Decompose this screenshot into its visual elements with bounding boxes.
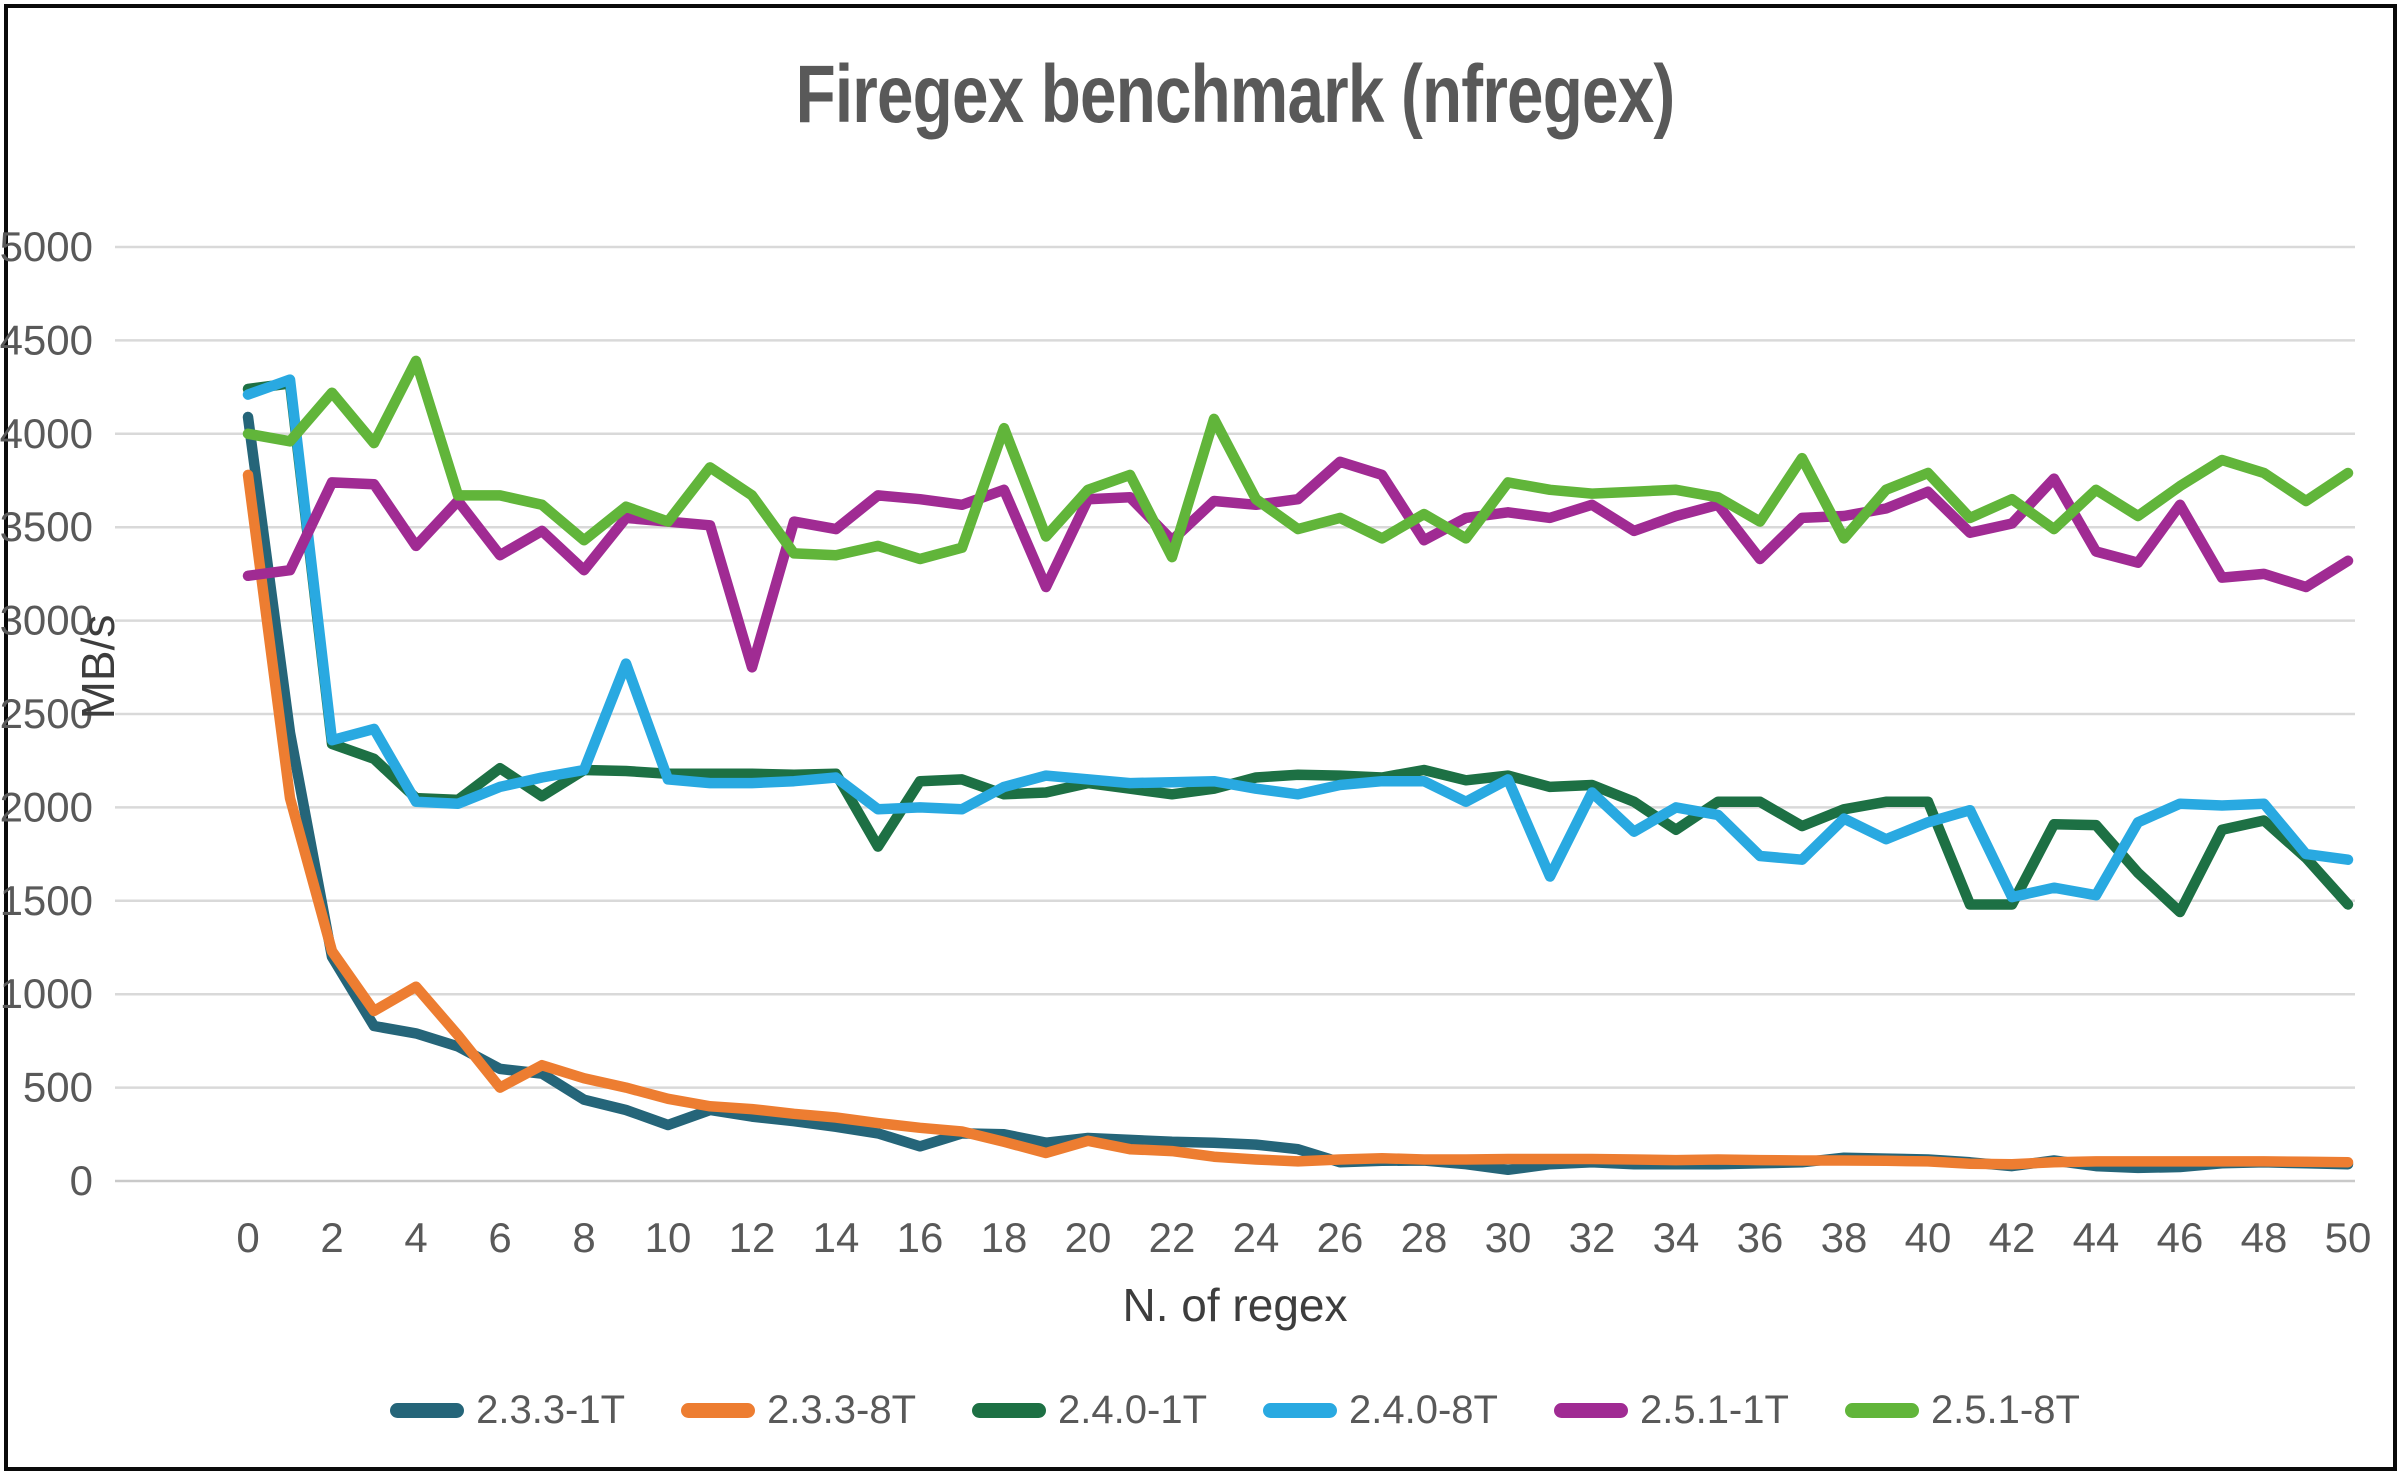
x-tick-label-32: 32 — [1569, 1214, 1616, 1261]
x-tick-label-46: 46 — [2157, 1214, 2204, 1261]
x-tick-label-34: 34 — [1653, 1214, 1700, 1261]
x-tick-label-10: 10 — [645, 1214, 692, 1261]
legend-item-2.3.3-8T: 2.3.3-8T — [681, 1388, 916, 1433]
legend-swatch-2.5.1-1T — [1553, 1403, 1628, 1418]
x-tick-label-48: 48 — [2241, 1214, 2288, 1261]
series-line-2.4.0-1T — [242, 378, 2354, 918]
y-tick-label-2500: 2500 — [0, 690, 93, 737]
y-tick-label-3500: 3500 — [0, 503, 93, 550]
x-tick-label-18: 18 — [981, 1214, 1028, 1261]
x-tick-label-4: 4 — [404, 1214, 427, 1261]
legend-label-2.5.1-1T: 2.5.1-1T — [1639, 1388, 1789, 1432]
chart-legend: 2.3.3-1T 2.3.3-8T 2.4.0-1T 2.4.0-8T 2.5.1-1T… — [115, 1388, 2355, 1433]
x-axis-title: N. of regex — [1122, 1279, 1348, 1331]
y-axis-title: MB/s — [72, 614, 124, 720]
x-tick-label-6: 6 — [488, 1214, 511, 1261]
x-tick-label-36: 36 — [1737, 1214, 1784, 1261]
x-tick-label-8: 8 — [572, 1214, 595, 1261]
series-line-2.3.3-8T — [242, 469, 2354, 1170]
chart-border — [4, 4, 2397, 1471]
legend-swatch-2.4.0-8T — [1263, 1403, 1337, 1418]
legend-label-2.4.0-8T: 2.4.0-8T — [1349, 1388, 1498, 1432]
series-line-2.5.1-1T — [242, 456, 2354, 673]
legend-label-2.3.3-8T: 2.3.3-8T — [767, 1388, 917, 1432]
legend-item-2.5.1-8T: 2.5.1-8T — [1844, 1388, 2080, 1433]
y-tick-label-4000: 4000 — [0, 410, 93, 457]
legend-swatch-2.4.0-1T — [972, 1403, 1047, 1418]
y-axis-tick-labels: 0 500 1000 1500 2000 2500 3000 3500 4000 4500 5000 — [0, 223, 93, 1204]
x-tick-label-28: 28 — [1401, 1214, 1448, 1261]
x-tick-label-22: 22 — [1149, 1214, 1196, 1261]
legend-item-2.4.0-8T: 2.4.0-8T — [1263, 1388, 1498, 1433]
legend-label-2.4.0-1T: 2.4.0-1T — [1058, 1388, 1207, 1432]
x-tick-label-14: 14 — [813, 1214, 860, 1261]
x-tick-label-20: 20 — [1065, 1214, 1112, 1261]
legend-item-2.5.1-1T: 2.5.1-1T — [1553, 1388, 1789, 1433]
x-tick-label-42: 42 — [1989, 1214, 2036, 1261]
x-tick-label-16: 16 — [897, 1214, 944, 1261]
x-tick-label-30: 30 — [1485, 1214, 1532, 1261]
y-tick-label-5000: 5000 — [0, 223, 93, 270]
x-axis-tick-labels: 0 2 4 6 8 10 12 14 16 18 20 22 24 26 28 30 32 34 36 38 40 42 4… — [236, 1214, 2371, 1261]
legend-item-2.4.0-1T: 2.4.0-1T — [972, 1388, 1207, 1433]
legend-label-2.5.1-8T: 2.5.1-8T — [1930, 1388, 2080, 1432]
y-tick-label-4500: 4500 — [0, 316, 93, 363]
legend-swatch-2.5.1-8T — [1844, 1403, 1919, 1418]
legend-swatch-2.3.3-8T — [681, 1403, 756, 1418]
chart-title: Firegex benchmark (nfregex) — [795, 49, 1676, 140]
legend-label-2.3.3-1T: 2.3.3-1T — [476, 1388, 626, 1432]
legend-swatch-2.3.3-1T — [390, 1403, 465, 1418]
series-line-2.4.0-8T — [242, 374, 2354, 903]
x-tick-label-38: 38 — [1821, 1214, 1868, 1261]
y-tick-label-0: 0 — [70, 1157, 93, 1204]
x-tick-label-2: 2 — [320, 1214, 343, 1261]
x-tick-label-50: 50 — [2325, 1214, 2372, 1261]
y-tick-label-1500: 1500 — [0, 877, 93, 924]
y-tick-label-2000: 2000 — [0, 783, 93, 830]
y-tick-label-500: 500 — [23, 1064, 93, 1111]
y-tick-label-3000: 3000 — [0, 597, 93, 644]
data-series-lines — [242, 355, 2354, 1176]
legend-item-2.3.3-1T: 2.3.3-1T — [390, 1388, 625, 1433]
x-tick-label-44: 44 — [2073, 1214, 2120, 1261]
x-tick-label-0: 0 — [236, 1214, 259, 1261]
x-tick-label-40: 40 — [1905, 1214, 1952, 1261]
x-tick-label-24: 24 — [1233, 1214, 1280, 1261]
series-line-2.5.1-8T — [242, 355, 2354, 565]
y-tick-label-1000: 1000 — [0, 970, 93, 1017]
x-tick-label-26: 26 — [1317, 1214, 1364, 1261]
x-tick-label-12: 12 — [729, 1214, 776, 1261]
